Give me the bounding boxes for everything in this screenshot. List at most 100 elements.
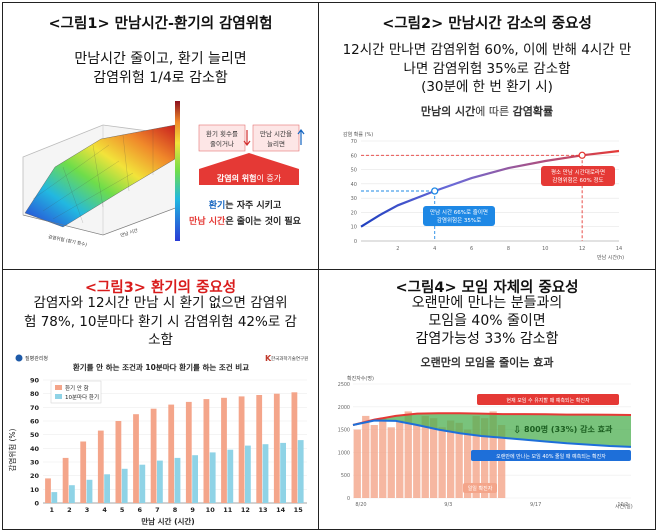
panel1-title: <그림1> 만남시간-환기의 감염위험	[48, 16, 273, 32]
chart4-daily-bar	[464, 429, 472, 498]
chart4-daily-bar	[498, 425, 506, 498]
callout-red-line2: 감염위험은 60% 정도	[552, 176, 603, 184]
chart2-xlabel: 만남 시간(h)	[597, 254, 624, 261]
infection-probability-chart: 감염 확률 (%) 만남 시간(h) 0 10 20 30 40 50 60 70 2 4 6 8 10…	[343, 131, 624, 261]
chart2-probability-line	[360, 149, 620, 228]
logo-kdca: 질병관리청	[25, 355, 48, 362]
label-daily: 일일 확진자	[463, 483, 497, 493]
chart3-bar	[291, 392, 298, 503]
chart2-ytick: 0	[354, 239, 357, 245]
chart3-xtick: 7	[155, 506, 160, 514]
chart3-ytick: 0	[34, 500, 39, 508]
panel1-figure: 감염위험 (환기 횟수) 만남 시간 환기 횟수를 줄이거나 만남 시간을 늘리…	[22, 101, 305, 248]
chart3-legend-box	[50, 380, 102, 404]
chart3-title: 환기를 안 하는 조건과 10분마다 환기를 하는 조건 비교	[73, 362, 249, 372]
label-reduced: 오랜만에 만나는 모임 40% 줄일 때 예측되는 확진자	[471, 450, 631, 461]
panel3-title: <그림3> 환기의 중요성	[84, 280, 237, 296]
chart3-bar	[185, 401, 192, 503]
chart3-bar	[97, 430, 104, 503]
panel4-desc-line3: 감염가능성 33% 감소함	[415, 331, 559, 347]
chart3-xtick: 13	[258, 506, 267, 514]
chart3-ytick: 70	[30, 404, 40, 412]
chart4-daily-bar	[362, 415, 370, 498]
chart3-bar	[157, 460, 163, 503]
panel2-desc-line3: (30분에 한 번 환기 시)	[421, 79, 553, 95]
chart3-bar	[203, 399, 210, 503]
chart4-ytick: 2500	[338, 382, 350, 388]
label-reduced-text: 오랜만에 만나는 모임 40% 줄일 때 예측되는 확진자	[496, 453, 606, 460]
chart3-xtick: 11	[223, 506, 233, 514]
chart3-xtick: 5	[120, 506, 125, 514]
panel2-chart-title: 만남의 시간에 따른 감염확률	[420, 105, 554, 118]
panel3-desc-line1: 감염자와 12시간 만남 시 환기 없으면 감염위	[33, 295, 288, 311]
chart3-xtick: 8	[173, 506, 178, 514]
panel3-description: 감염자와 12시간 만남 시 환기 없으면 감염위 험 78%, 10분마다 환…	[3, 294, 318, 350]
chart3-xtick: 2	[67, 506, 72, 514]
chart4-daily-bar	[413, 425, 421, 498]
callout-red: 평소 만남 시간대로라면 감염위험은 60% 정도	[541, 166, 615, 186]
chart2-ytick: 70	[351, 139, 357, 145]
chart2-xtick: 6	[470, 246, 473, 252]
chart4-title: 오랜만의 모임을 줄이는 효과	[420, 356, 554, 369]
chart3-bar	[104, 474, 110, 503]
chart3-bar	[168, 404, 175, 503]
chart3-legend-label: 환기 안 함	[65, 384, 89, 392]
gathering-effect-chart: 확진자수(명) 시간(일) 0 500 1000 1500 2000 2500 8/20 9/…	[338, 375, 633, 510]
chart3-bar	[209, 452, 216, 503]
chart4-ytick: 0	[347, 496, 350, 502]
callout-red-line1: 평소 만남 시간대로라면	[551, 168, 605, 176]
note-line1: 환기는 자주 시키고	[209, 199, 282, 211]
panel4-desc-line2: 모임을 40% 줄이면	[428, 313, 546, 329]
chart2-ytick: 60	[351, 153, 357, 159]
chart4-ytick: 500	[341, 473, 350, 479]
chart2-ytick: 10	[351, 225, 357, 231]
chart3-bar	[69, 485, 75, 503]
chart3-ytick: 90	[30, 377, 40, 385]
callout-blue-line2: 감염위험은 35%로	[437, 216, 481, 224]
chart3-bar	[262, 444, 269, 503]
chart3-bar	[51, 492, 58, 503]
chart2-xtick: 10	[542, 246, 548, 252]
chart4-xtick: 9/17	[530, 502, 541, 508]
chart4-xtick: 10/1	[617, 502, 628, 508]
panel3-desc-line3: 소함	[148, 332, 173, 348]
chart2-highlight-point	[578, 151, 586, 159]
chart3-ytick: 50	[30, 431, 40, 439]
chart3-xtick: 12	[241, 506, 250, 514]
chart4-daily-bar	[404, 411, 412, 498]
chart4-daily-bar	[387, 427, 395, 498]
chart3-bar	[150, 408, 157, 503]
panel1-desc-line1: 만남시간 줄이고, 환기 늘리면	[74, 51, 247, 67]
chart2-highlight-point	[431, 187, 439, 195]
chart4-ytick: 1000	[338, 450, 350, 456]
box-increase-time-line1: 만남 시간을	[260, 129, 292, 138]
kdca-logo-icon	[15, 354, 23, 362]
chart2-xtick: 14	[616, 246, 622, 252]
chart2-ylabel: 감염 확률 (%)	[343, 131, 373, 138]
chart3-bar	[227, 449, 234, 503]
panel4-description: 오랜만에 만나는 분들과의 모임을 40% 줄이면 감염가능성 33% 감소함	[319, 294, 655, 348]
kist-logo-icon: K	[265, 354, 272, 363]
chart3-xtick: 6	[138, 506, 143, 514]
panel3-desc-line2: 험 78%, 10분마다 환기 시 감염위험 42%로 감	[24, 313, 297, 330]
box-reduce-ventilation-line2: 줄이거나	[210, 139, 234, 148]
chart3-ytick: 10	[30, 486, 40, 494]
panel-gathering-importance: <그림4> 모임 자체의 중요성 오랜만에 만나는 분들과의 모임을 40% 줄…	[318, 269, 656, 530]
ventilation-bar-chart: 질병관리청 한국과학기술연구원 K 환기를 안 하는 조건과 10분마다 환기를…	[7, 354, 308, 526]
chart4-daily-bar	[353, 429, 361, 498]
panel-ventilation-time-risk: <그림1> 만남시간-환기의 감염위험 만남시간 줄이고, 환기 늘리면 감염위…	[2, 2, 319, 270]
chart3-bar	[280, 442, 286, 503]
note-line2: 만남 시간은 줄이는 것이 필요	[189, 215, 302, 227]
reduction-area	[353, 413, 631, 447]
chart3-bar	[245, 445, 251, 503]
reduced-gathering-line	[352, 419, 632, 448]
axis-label-ventilation: 감염위험 (환기 횟수)	[48, 233, 88, 248]
chart3-xlabel: 만남 시간 (시간)	[141, 516, 194, 526]
chart3-bar	[121, 468, 128, 503]
chart4-ytick: 2000	[338, 405, 350, 411]
panel-ventilation-importance: <그림3> 환기의 중요성 감염자와 12시간 만남 시 환기 없으면 감염위 …	[2, 269, 319, 530]
chart4-ytick: 1500	[338, 428, 350, 434]
chart3-bar	[139, 464, 146, 503]
panel1-description: 만남시간 줄이고, 환기 늘리면 감염위험 1/4로 감소함	[3, 50, 318, 88]
risk-infographic: 환기 횟수를 줄이거나 만남 시간을 늘리면 감염의 위험이 증가 환기는 자주…	[189, 124, 305, 227]
